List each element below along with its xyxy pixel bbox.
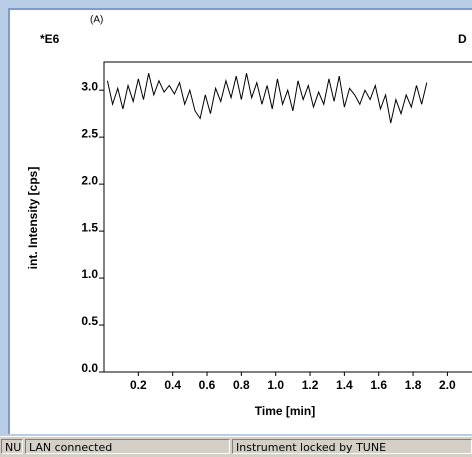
- y-tick-label: 1.0: [81, 267, 98, 281]
- x-tick-label: 1.0: [267, 378, 284, 392]
- x-tick-label: 2.0: [439, 378, 456, 392]
- chart: (A) *E6 D int. Intensity [cps] Time [min…: [26, 15, 472, 418]
- y-axis-label: int. Intensity [cps]: [26, 167, 40, 270]
- y-tick-label: 2.5: [81, 126, 98, 140]
- annotation: *E6: [40, 32, 60, 46]
- x-tick-label: 1.4: [336, 378, 353, 392]
- x-tick-label: 1.6: [370, 378, 387, 392]
- y-tick-label: 0.0: [81, 361, 98, 375]
- x-tick-label: 1.2: [302, 378, 319, 392]
- x-tick-label: 0.8: [233, 378, 250, 392]
- y-tick-label: 2.0: [81, 173, 98, 187]
- x-tick-label: 0.6: [199, 378, 216, 392]
- status-bar: NUM LAN connected Instrument locked by T…: [0, 436, 472, 457]
- y-tick-label: 0.5: [81, 314, 98, 328]
- x-tick-label: 0.4: [164, 378, 181, 392]
- x-tick-label: 1.8: [405, 378, 422, 392]
- status-field: NUM: [1, 439, 23, 454]
- status-field: Instrument locked by TUNE: [232, 439, 472, 454]
- y-tick-label: 3.0: [81, 79, 98, 93]
- x-axis-label: Time [min]: [255, 404, 315, 418]
- plot-frame: [103, 61, 472, 373]
- y-tick-label: 1.5: [81, 220, 98, 234]
- chart-panel: [8, 8, 472, 434]
- x-tick-label: 0.2: [130, 378, 147, 392]
- annotation: D: [458, 32, 467, 46]
- data-line: [106, 73, 428, 124]
- annotation: (A): [90, 15, 103, 26]
- status-field: LAN connected: [25, 439, 230, 454]
